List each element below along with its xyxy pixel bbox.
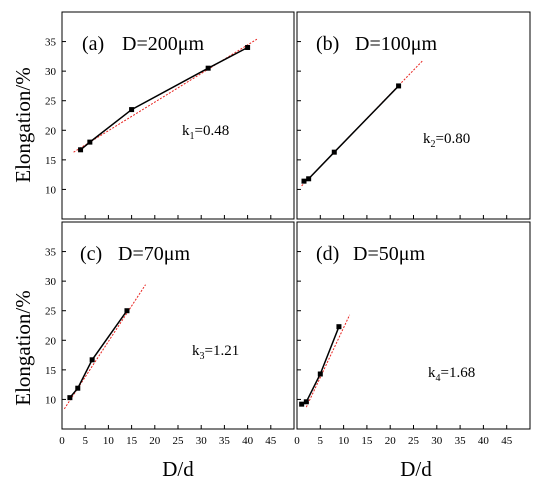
data-point bbox=[129, 107, 135, 113]
x-tick-label: 45 bbox=[501, 435, 513, 447]
panel-1: 10 15 20 25 30 35 (a) D=200μm k1=0.48 bbox=[45, 11, 295, 220]
data-line bbox=[301, 326, 340, 405]
data-point bbox=[245, 44, 251, 50]
panel-label: (a) bbox=[82, 33, 104, 55]
x-tick-label: 5 bbox=[82, 435, 88, 447]
y-tick-label: 25 bbox=[45, 306, 57, 318]
x-tick-label: 30 bbox=[431, 435, 443, 447]
data-line bbox=[303, 85, 400, 182]
x-tick-label: 20 bbox=[385, 435, 397, 447]
x-axis-label-right: D/d bbox=[400, 457, 432, 481]
x-tick-label: 40 bbox=[242, 435, 254, 447]
slope-annotation: k2=0.80 bbox=[423, 131, 470, 150]
x-tick-label: 25 bbox=[173, 435, 185, 447]
x-tick-label: 20 bbox=[149, 435, 161, 447]
fit-line bbox=[73, 38, 258, 153]
x-tick-label: 5 bbox=[318, 435, 324, 447]
chart-panels: 10 15 20 25 30 35 (a) D=200μm k1=0.48 (b) D=100μm k… bbox=[45, 11, 531, 447]
data-point bbox=[396, 83, 402, 89]
y-tick-label: 35 bbox=[45, 37, 57, 49]
y-tick-label: 15 bbox=[45, 155, 57, 167]
x-tick-label: 10 bbox=[338, 435, 350, 447]
x-tick-label: 25 bbox=[408, 435, 420, 447]
panel-title: D=200μm bbox=[122, 33, 204, 55]
data-point bbox=[299, 401, 305, 407]
x-tick-label: 15 bbox=[126, 435, 138, 447]
y-tick-label: 20 bbox=[45, 335, 57, 347]
data-point bbox=[87, 139, 93, 145]
data-point bbox=[317, 371, 323, 377]
data-point bbox=[89, 357, 95, 363]
x-tick-label: 15 bbox=[361, 435, 373, 447]
data-point bbox=[78, 147, 84, 153]
data-point bbox=[67, 395, 73, 401]
data-point bbox=[124, 308, 130, 314]
x-tick-label: 35 bbox=[455, 435, 467, 447]
data-point bbox=[336, 324, 342, 330]
data-point bbox=[75, 385, 81, 391]
x-tick-label: 0 bbox=[294, 435, 300, 447]
data-point bbox=[301, 178, 307, 184]
x-tick-label: 40 bbox=[478, 435, 490, 447]
data-point bbox=[303, 399, 309, 405]
y-axis-label-bottom: Elongation/% bbox=[11, 290, 35, 405]
slope-annotation: k1=0.48 bbox=[182, 123, 229, 142]
y-tick-label: 10 bbox=[45, 184, 57, 196]
x-tick-label: 35 bbox=[219, 435, 231, 447]
y-tick-label: 20 bbox=[45, 125, 57, 137]
x-axis-label-left: D/d bbox=[162, 457, 194, 481]
y-tick-label: 30 bbox=[45, 276, 57, 288]
panel-label: (c) bbox=[80, 243, 102, 265]
panel-4: 0 5 10 15 20 25 30 35 40 45 (d) D=50μm k4=1.68 bbox=[294, 221, 531, 447]
x-tick-label: 0 bbox=[59, 435, 65, 447]
panel-2: (b) D=100μm k2=0.80 bbox=[296, 11, 531, 220]
y-tick-label: 10 bbox=[45, 394, 57, 406]
fit-line bbox=[305, 314, 351, 408]
panel-3: 0 5 10 15 20 25 30 35 40 45 10 15 20 25 30 35 (c) D=70μm k… bbox=[45, 221, 295, 447]
data-point bbox=[331, 149, 337, 155]
data-line bbox=[69, 310, 128, 399]
x-tick-label: 45 bbox=[265, 435, 277, 447]
panel-title: D=100μm bbox=[355, 33, 437, 55]
panel-label: (d) bbox=[316, 243, 339, 265]
slope-annotation: k4=1.68 bbox=[428, 365, 475, 384]
y-tick-label: 15 bbox=[45, 365, 57, 377]
slope-annotation: k3=1.21 bbox=[192, 343, 239, 362]
x-tick-label: 30 bbox=[196, 435, 208, 447]
data-point bbox=[306, 176, 312, 182]
data-point bbox=[205, 65, 211, 71]
x-tick-label: 10 bbox=[103, 435, 115, 447]
y-tick-label: 35 bbox=[45, 247, 57, 259]
y-tick-label: 25 bbox=[45, 96, 57, 108]
y-tick-label: 30 bbox=[45, 66, 57, 78]
panel-title: D=50μm bbox=[353, 243, 425, 265]
panel-title: D=70μm bbox=[118, 243, 190, 265]
panel-label: (b) bbox=[316, 33, 339, 55]
y-axis-label-top: Elongation/% bbox=[11, 67, 35, 182]
